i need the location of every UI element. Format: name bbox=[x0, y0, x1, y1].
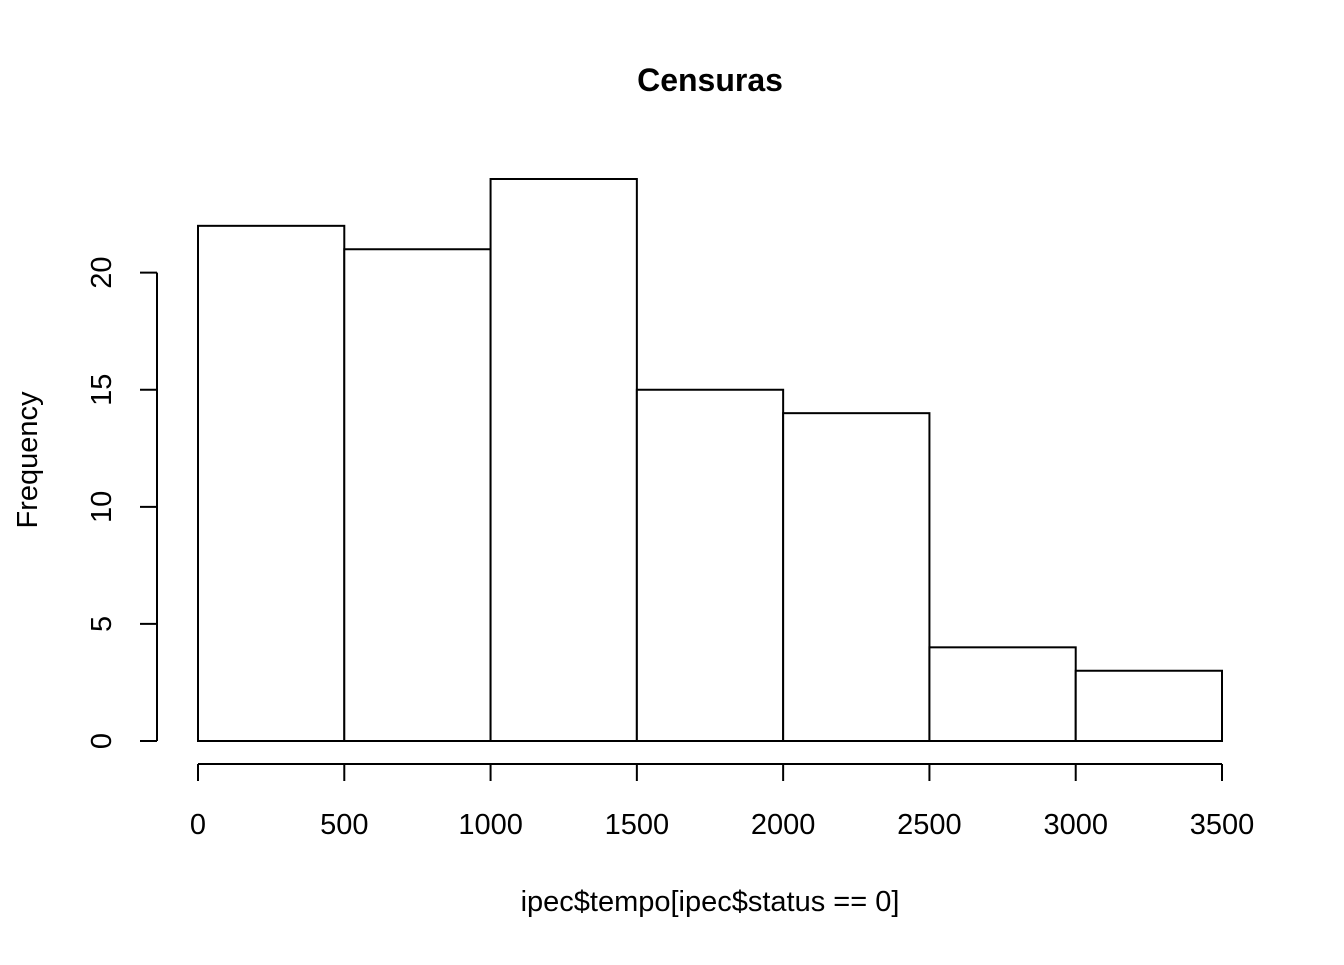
x-axis-label: ipec$tempo[ipec$status == 0] bbox=[521, 886, 900, 918]
x-axis: 0 500 1000 1500 2000 2500 3000 3500 bbox=[190, 763, 1255, 841]
x-tick-label: 3000 bbox=[1043, 809, 1108, 841]
histogram-bar-2 bbox=[343, 248, 492, 742]
chart-title: Censuras bbox=[637, 62, 783, 98]
x-tick-label: 1500 bbox=[605, 809, 670, 841]
y-tick-label: 5 bbox=[86, 616, 118, 632]
histogram-bar-3 bbox=[489, 178, 638, 742]
x-tick-label: 2500 bbox=[897, 809, 962, 841]
y-tick-label: 10 bbox=[86, 491, 118, 523]
histogram-bar-6 bbox=[928, 646, 1077, 742]
y-tick-label: 0 bbox=[86, 733, 118, 749]
x-tick-label: 0 bbox=[190, 809, 206, 841]
y-axis-label: Frequency bbox=[12, 391, 44, 529]
histogram-bar-5 bbox=[782, 412, 931, 742]
x-tick-label: 3500 bbox=[1190, 809, 1255, 841]
y-tick-label: 20 bbox=[86, 257, 118, 289]
histogram-bar-7 bbox=[1074, 669, 1223, 742]
histogram-bar-1 bbox=[197, 224, 346, 743]
x-tick-label: 500 bbox=[320, 809, 368, 841]
bars-layer bbox=[197, 178, 1223, 743]
y-axis: 0 5 10 15 20 bbox=[86, 257, 158, 749]
x-tick-label: 2000 bbox=[751, 809, 816, 841]
y-tick-label: 15 bbox=[86, 374, 118, 406]
histogram-bar-4 bbox=[635, 388, 785, 742]
x-tick-label: 1000 bbox=[458, 809, 523, 841]
